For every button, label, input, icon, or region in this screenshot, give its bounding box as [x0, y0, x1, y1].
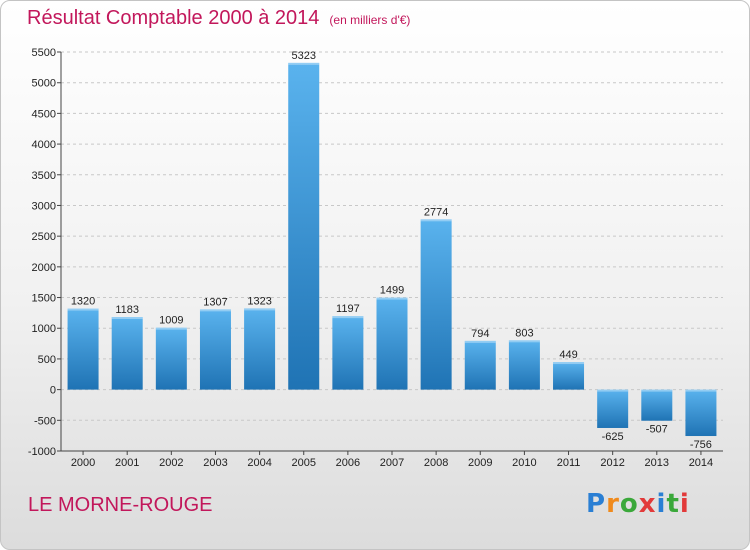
x-tick-label: 2004 — [247, 457, 271, 469]
place-name: LE MORNE-ROUGE — [28, 494, 213, 516]
bar — [111, 316, 143, 390]
y-tick-label: -1000 — [28, 446, 56, 458]
bar — [67, 308, 99, 390]
y-tick-label: -500 — [34, 415, 56, 427]
bar-highlight — [508, 340, 540, 343]
y-tick-label: 4500 — [32, 108, 56, 120]
data-label: 803 — [515, 327, 533, 339]
bar-highlight — [288, 62, 320, 65]
logo-letter: i — [656, 489, 667, 519]
bar-highlight — [685, 389, 717, 392]
data-label: -625 — [602, 431, 624, 443]
data-label: -756 — [690, 439, 712, 451]
bar-highlight — [464, 340, 496, 343]
y-tick-label: 3500 — [32, 170, 56, 182]
data-label: 449 — [559, 349, 577, 361]
bar-highlight — [332, 316, 364, 319]
data-label: 1183 — [115, 304, 139, 316]
bar-highlight — [553, 362, 585, 365]
proxiti-logo: Proxiti — [586, 489, 690, 519]
x-tick-label: 2013 — [645, 457, 669, 469]
y-tick-label: 4000 — [32, 139, 56, 151]
bar — [288, 62, 320, 390]
data-label: 5323 — [291, 50, 315, 62]
data-label: 1197 — [336, 303, 360, 315]
bar — [685, 389, 717, 437]
bar — [420, 219, 452, 390]
y-tick-label: 5500 — [32, 47, 56, 59]
x-tick-label: 2007 — [380, 457, 404, 469]
y-tick-label: 0 — [50, 385, 56, 397]
x-tick-label: 2000 — [71, 457, 95, 469]
data-label: 1307 — [203, 296, 227, 308]
logo-letter: t — [666, 489, 680, 519]
x-tick-label: 2011 — [557, 457, 581, 469]
axis-layer: -1000 -500 0 500 1000 1500 2000 2500 3000 3500 400… — [28, 47, 723, 469]
bar — [508, 340, 540, 390]
data-label: 1323 — [247, 295, 271, 307]
bar-highlight — [376, 297, 408, 300]
x-tick-label: 2014 — [689, 457, 713, 469]
y-tick-label: 2000 — [32, 262, 56, 274]
y-tick-label: 5000 — [32, 78, 56, 90]
data-label: 794 — [471, 328, 489, 340]
y-tick-label: 1500 — [32, 293, 56, 305]
data-label: 1009 — [159, 315, 183, 327]
bar-highlight — [597, 389, 629, 392]
x-tick-label: 2002 — [159, 457, 183, 469]
bar-highlight — [199, 309, 231, 312]
x-tick-label: 2001 — [115, 457, 139, 469]
bar-highlight — [641, 389, 673, 392]
bar — [155, 327, 187, 390]
x-tick-label: 2003 — [203, 457, 227, 469]
x-tick-label: 2008 — [424, 457, 448, 469]
bar — [597, 389, 629, 428]
logo-letter: i — [679, 489, 690, 519]
logo-letter: o — [619, 489, 639, 519]
bar — [332, 316, 364, 390]
bar-layer — [67, 62, 717, 437]
data-label: 2774 — [424, 206, 448, 218]
bar-highlight — [244, 308, 276, 311]
bar — [641, 389, 673, 421]
title-block: Résultat Comptable 2000 à 2014 (en millie… — [27, 7, 410, 30]
y-tick-label: 2500 — [32, 231, 56, 243]
label-layer: 1320 1183 1009 1307 1323 5323 1197 1499 2774 794 8… — [71, 50, 712, 451]
chart-title: Résultat Comptable 2000 à 2014 — [27, 7, 320, 29]
logo-letter: r — [606, 489, 620, 519]
y-tick-label: 500 — [38, 354, 56, 366]
bar — [464, 340, 496, 390]
chart-subtitle: (en milliers d'€) — [329, 13, 411, 27]
logo-letter: x — [638, 489, 657, 519]
x-tick-label: 2005 — [291, 457, 315, 469]
bar-highlight — [67, 308, 99, 311]
x-tick-label: 2012 — [600, 457, 624, 469]
bar — [244, 308, 276, 390]
bar — [199, 309, 231, 390]
x-tick-label: 2009 — [468, 457, 492, 469]
y-tick-label: 3000 — [32, 200, 56, 212]
y-tick-label: 1000 — [32, 323, 56, 335]
bar — [553, 362, 585, 390]
bar — [376, 297, 408, 390]
data-label: 1320 — [71, 296, 95, 308]
data-label: -507 — [646, 424, 668, 436]
x-tick-label: 2010 — [512, 457, 536, 469]
data-label: 1499 — [380, 285, 404, 297]
bar-highlight — [420, 219, 452, 222]
logo-letter: P — [586, 489, 607, 519]
bar-highlight — [111, 316, 143, 319]
bar-highlight — [155, 327, 187, 330]
x-tick-label: 2006 — [336, 457, 360, 469]
